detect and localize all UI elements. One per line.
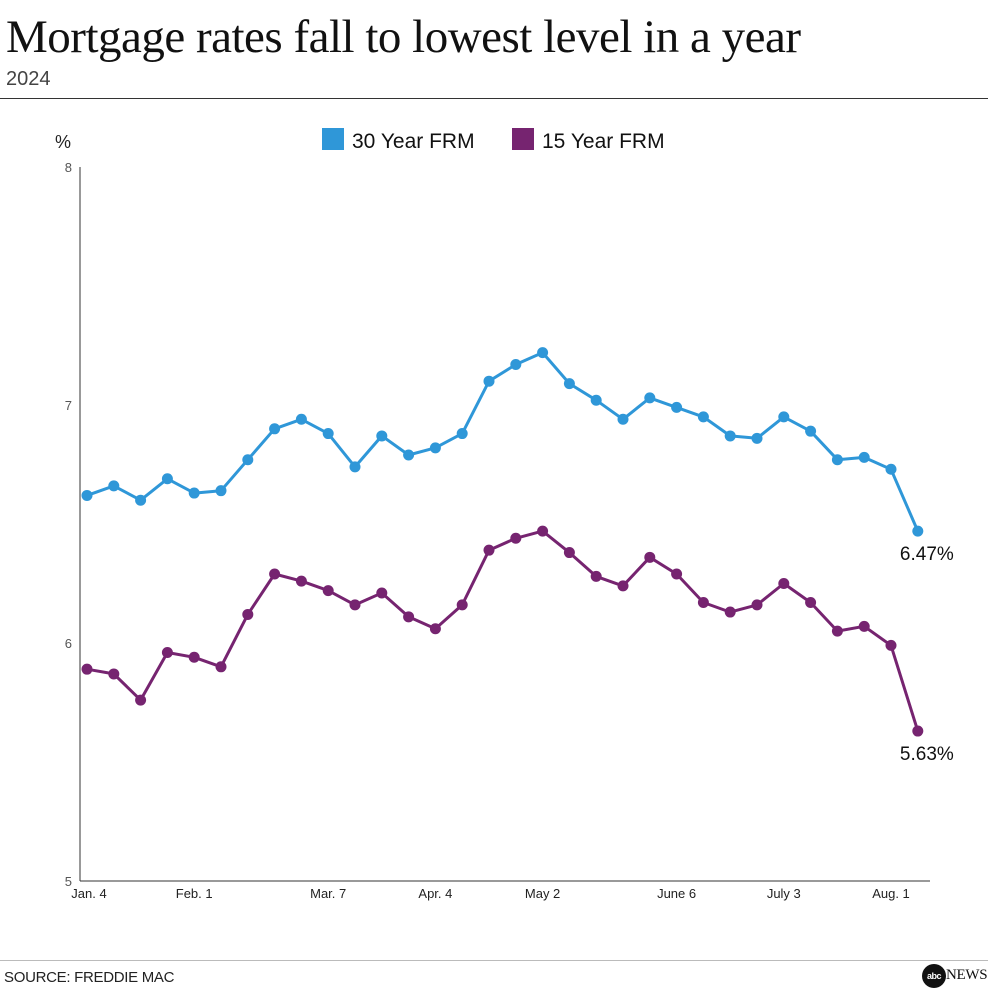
abc-logo-icon: abc: [922, 964, 946, 988]
x-tick-label: Apr. 4: [418, 886, 452, 901]
y-unit-label: %: [55, 132, 71, 152]
legend-swatch: [322, 128, 344, 150]
x-tick-label: July 3: [767, 886, 801, 901]
chart-subtitle: 2024: [6, 68, 51, 90]
data-point: [429, 442, 441, 454]
data-point: [429, 623, 441, 635]
data-point: [912, 525, 924, 537]
data-point: [751, 432, 763, 444]
abc-news-logo: abc NEWS: [922, 962, 992, 990]
title-divider: [0, 98, 988, 99]
x-tick-label: June 6: [657, 886, 696, 901]
x-tick-label: May 2: [525, 886, 560, 901]
data-point: [778, 411, 790, 423]
data-point: [135, 494, 147, 506]
data-point: [697, 411, 709, 423]
y-tick-label: 8: [65, 160, 72, 175]
data-point: [617, 413, 629, 425]
data-point: [724, 430, 736, 442]
data-point: [563, 547, 575, 559]
data-point: [805, 425, 817, 437]
series-line: [86, 351, 920, 532]
legend-label: 30 Year FRM: [352, 130, 475, 153]
data-point: [376, 430, 388, 442]
legend-label: 15 Year FRM: [542, 130, 665, 153]
data-point: [912, 725, 924, 737]
data-point: [805, 597, 817, 609]
legend-swatch: [512, 128, 534, 150]
data-point: [858, 620, 870, 632]
data-point: [215, 661, 227, 673]
data-point: [617, 580, 629, 592]
data-point: [671, 401, 683, 413]
data-point: [644, 551, 656, 563]
data-point: [456, 599, 468, 611]
data-point: [108, 480, 120, 492]
data-point: [108, 668, 120, 680]
data-point: [483, 375, 495, 387]
brand-name: NEWS: [946, 967, 988, 983]
data-point: [590, 394, 602, 406]
end-value-label: 6.47%: [900, 544, 954, 565]
x-tick-label: Feb. 1: [176, 886, 213, 901]
data-point: [831, 454, 843, 466]
data-point: [161, 473, 173, 485]
data-point: [563, 378, 575, 390]
data-point: [188, 651, 200, 663]
x-tick-label: Mar. 7: [310, 886, 346, 901]
line-chart: 30 Year FRM 15 Year FRM% 5 6 7 8 Jan. 4 Feb. 1 M…: [55, 128, 954, 901]
data-point: [403, 611, 415, 623]
data-point: [510, 532, 522, 544]
data-point: [269, 423, 281, 435]
data-point: [403, 449, 415, 461]
data-point: [885, 463, 897, 475]
y-tick-label: 7: [65, 398, 72, 413]
y-tick-label: 5: [65, 874, 72, 889]
data-point: [269, 568, 281, 580]
data-point: [215, 485, 227, 497]
data-point: [81, 489, 93, 501]
data-point: [135, 694, 147, 706]
data-point: [322, 585, 334, 597]
y-tick-label: 6: [65, 636, 72, 651]
source-note: SOURCE: FREDDIE MAC: [4, 969, 175, 986]
data-point: [349, 599, 361, 611]
data-point: [161, 647, 173, 659]
data-point: [242, 454, 254, 466]
data-point: [590, 570, 602, 582]
data-point: [376, 587, 388, 599]
chart-title: Mortgage rates fall to lowest level in a…: [6, 11, 801, 63]
data-point: [295, 413, 307, 425]
series-line: [86, 529, 920, 732]
data-point: [322, 428, 334, 440]
data-point: [671, 568, 683, 580]
data-point: [349, 461, 361, 473]
footer-divider: [0, 960, 988, 961]
x-tick-label: Jan. 4: [71, 886, 106, 901]
data-point: [456, 428, 468, 440]
x-tick-label: Aug. 1: [872, 886, 910, 901]
data-point: [885, 639, 897, 651]
end-value-label: 5.63%: [900, 744, 954, 765]
data-point: [242, 608, 254, 620]
data-point: [188, 487, 200, 499]
data-point: [697, 597, 709, 609]
data-point: [537, 525, 549, 537]
data-point: [295, 575, 307, 587]
data-point: [537, 347, 549, 359]
data-point: [483, 544, 495, 556]
data-point: [644, 392, 656, 404]
data-point: [831, 625, 843, 637]
data-point: [81, 663, 93, 675]
data-point: [751, 599, 763, 611]
data-point: [510, 359, 522, 371]
data-point: [778, 578, 790, 589]
data-point: [858, 451, 870, 463]
data-point: [724, 606, 736, 618]
